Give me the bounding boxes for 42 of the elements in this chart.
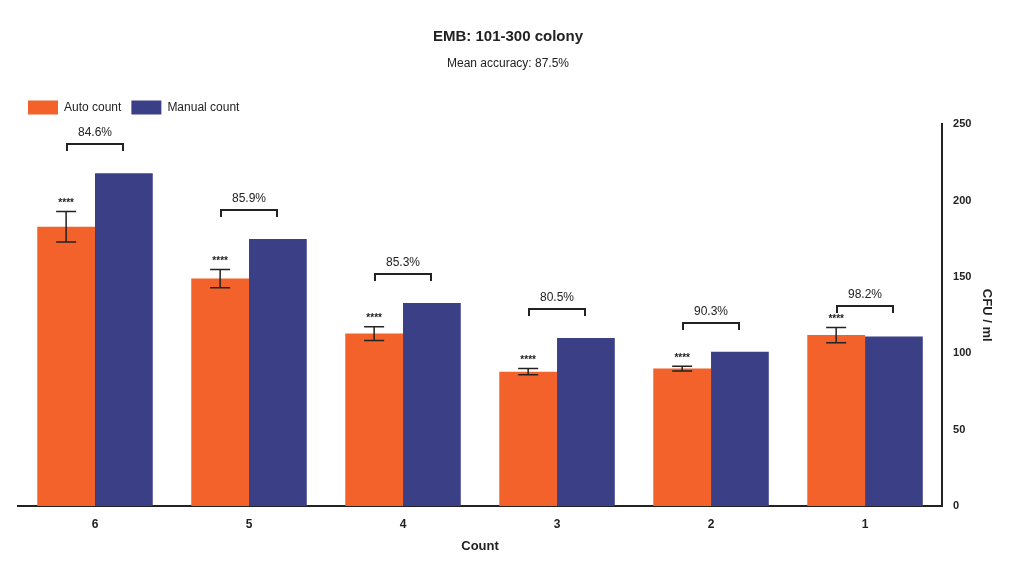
bar	[95, 173, 153, 506]
x-tick-label: 5	[245, 516, 253, 531]
bar	[37, 226, 95, 506]
bar	[403, 302, 461, 506]
data-label: ****	[366, 312, 383, 324]
x-tick-label: 4	[399, 516, 407, 531]
annotation: 85.3%	[385, 254, 422, 269]
chart-title: EMB: 101-300 colony	[432, 27, 584, 45]
data-label: ****	[212, 255, 229, 267]
y2-tick-label: 150	[953, 270, 972, 283]
y2-tick-label: 100	[953, 346, 972, 359]
annotation: 98.2%	[847, 287, 884, 302]
data-label: ****	[58, 197, 75, 209]
y2-axis-title: CFU / ml	[979, 288, 995, 342]
y2-tick-label: 200	[953, 193, 972, 206]
bar	[249, 238, 307, 506]
bar	[711, 351, 769, 506]
data-label: ****	[828, 313, 845, 325]
bar	[499, 371, 558, 506]
x-axis-title: Count	[461, 537, 500, 553]
annotation: 85.9%	[231, 190, 267, 205]
text: Mean accuracy: 87.5%	[446, 55, 570, 70]
x-tick-label: 1	[861, 516, 869, 531]
y2-tick-label: 0	[953, 499, 960, 512]
bar	[557, 338, 615, 506]
x-tick-label: 2	[707, 516, 715, 531]
annotation: 80.5%	[539, 290, 576, 305]
x-tick-label: 3	[553, 516, 561, 531]
annotation: 90.3%	[693, 303, 730, 318]
bar	[653, 368, 712, 506]
legend-label: Manual count	[167, 99, 241, 114]
data-label: ****	[674, 352, 691, 364]
y2-tick-label: 50	[953, 422, 966, 435]
bar	[865, 336, 923, 506]
legend-label: Auto count	[64, 99, 123, 114]
data-label: ****	[520, 354, 537, 366]
bar	[807, 335, 866, 506]
x-tick-label: 6	[91, 516, 99, 531]
annotation: 84.6%	[77, 125, 113, 140]
bar	[191, 278, 250, 506]
bar	[345, 333, 404, 506]
y2-tick-label: 250	[953, 117, 972, 130]
